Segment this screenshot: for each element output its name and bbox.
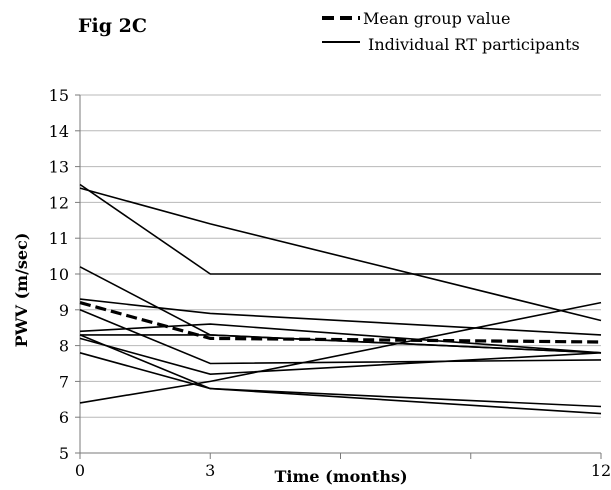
y-axis-title: PWV (m/sec)	[12, 233, 31, 348]
plot-area	[79, 183, 602, 415]
participant-line	[79, 183, 601, 275]
figure-label: Fig 2C	[78, 15, 147, 37]
legend-individual-label: Individual RT participants	[368, 35, 580, 54]
participant-line	[79, 298, 602, 336]
participant-line	[79, 352, 602, 408]
y-tick-label: 14	[49, 122, 69, 141]
x-tick-label: 0	[75, 461, 85, 480]
y-tick-label: 11	[49, 229, 69, 248]
x-axis-title: Time (months)	[274, 467, 407, 486]
y-tick-label: 6	[59, 408, 69, 427]
x-tick-label: 12	[591, 461, 611, 480]
y-tick-label: 8	[59, 337, 69, 356]
y-tick-label: 13	[49, 158, 69, 177]
y-tick-label: 10	[49, 265, 69, 284]
participant-line	[79, 301, 602, 404]
participant-line	[79, 323, 602, 354]
y-tick-label: 15	[49, 86, 69, 105]
legend-mean-label: Mean group value	[363, 9, 510, 28]
y-tick-labels: 5 6 7 8 9 10 11 12 13 14 15	[49, 86, 69, 463]
x-tick-label: 3	[205, 461, 215, 480]
participant-line	[80, 334, 602, 354]
y-tick-label: 12	[49, 193, 69, 212]
y-tick-label: 9	[59, 301, 69, 320]
axes	[75, 94, 602, 459]
participant-line	[79, 309, 602, 365]
legend: Mean group value Individual RT participa…	[322, 9, 580, 54]
participant-line	[79, 337, 602, 376]
y-tick-label: 5	[59, 444, 69, 463]
y-tick-label: 7	[59, 372, 69, 391]
participant-line	[79, 187, 602, 322]
mean-group-line	[79, 301, 602, 344]
x-tick-labels: 0 3 12	[75, 461, 611, 480]
